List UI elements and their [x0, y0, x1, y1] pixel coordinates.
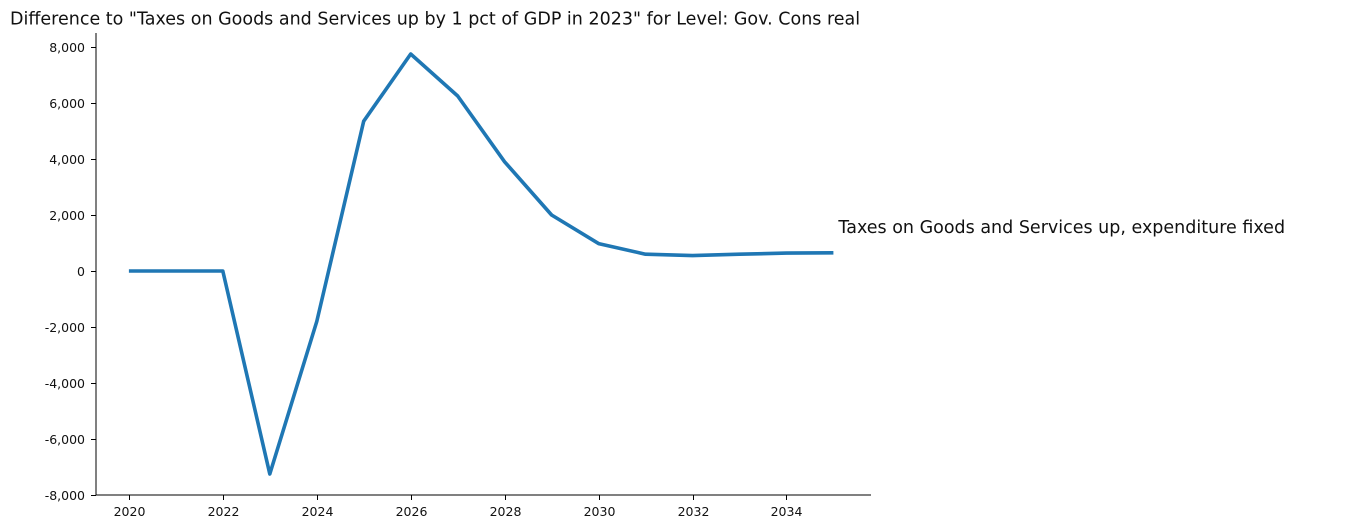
- y-tick-label: -8,000: [45, 488, 85, 503]
- x-axis: 2020 2022 2024 2026 2028 2030 2032 2034: [96, 494, 871, 519]
- series-layer: [128, 52, 834, 476]
- y-tick-label: 0: [77, 264, 85, 279]
- series-end-label: Taxes on Goods and Services up, expendit…: [837, 218, 1285, 238]
- x-tick-label: 2020: [114, 504, 146, 519]
- y-tick-label: 2,000: [49, 208, 85, 223]
- y-tick-label: 4,000: [49, 152, 85, 167]
- x-tick-label: 2022: [208, 504, 240, 519]
- x-tick-label: 2034: [771, 504, 803, 519]
- y-tick-label: -2,000: [45, 320, 85, 335]
- x-tick-label: 2032: [678, 504, 710, 519]
- y-tick-label: 6,000: [49, 96, 85, 111]
- x-tick-label: 2026: [396, 504, 428, 519]
- y-tick-label: -6,000: [45, 432, 85, 447]
- chart-title: Difference to "Taxes on Goods and Servic…: [10, 10, 860, 30]
- x-tick-label: 2028: [490, 504, 522, 519]
- series-line: [128, 52, 834, 476]
- x-tick-label: 2024: [302, 504, 334, 519]
- series-label-layer: Taxes on Goods and Services up, expendit…: [837, 218, 1285, 238]
- x-tick-label: 2030: [584, 504, 616, 519]
- y-tick-label: -4,000: [45, 376, 85, 391]
- y-axis: -8,000 -6,000 -4,000 -2,000 0 2,000 4,000 6,000…: [45, 33, 97, 503]
- y-tick-label: 8,000: [49, 40, 85, 55]
